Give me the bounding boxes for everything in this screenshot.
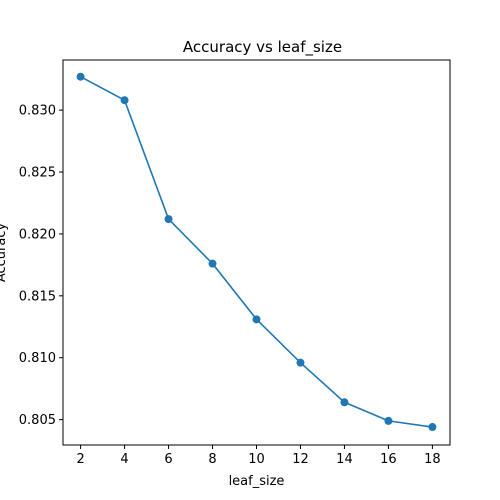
x-tick-label: 12 bbox=[292, 452, 309, 467]
x-tick-label: 10 bbox=[248, 452, 265, 467]
data-point bbox=[120, 96, 129, 105]
y-tick-label: 0.805 bbox=[19, 413, 56, 428]
plot-frame bbox=[62, 59, 451, 446]
y-axis: 0.805 0.810 0.815 0.820 0.825 0.830 bbox=[19, 104, 63, 428]
data-point bbox=[208, 259, 217, 268]
data-point bbox=[296, 358, 305, 367]
x-axis-label: leaf_size bbox=[229, 474, 285, 489]
y-tick-label: 0.810 bbox=[19, 351, 56, 366]
chart-title: Accuracy vs leaf_size bbox=[183, 38, 342, 57]
data-point bbox=[76, 72, 85, 81]
data-point bbox=[428, 423, 437, 432]
y-axis-label: Accuracy bbox=[0, 223, 9, 283]
data-point bbox=[164, 215, 173, 224]
data-point bbox=[252, 315, 261, 324]
data-point bbox=[384, 416, 393, 425]
x-tick-label: 8 bbox=[208, 452, 216, 467]
y-tick-label: 0.825 bbox=[19, 166, 56, 181]
y-tick-label: 0.815 bbox=[19, 289, 56, 304]
y-tick-label: 0.830 bbox=[19, 104, 56, 119]
x-tick-label: 16 bbox=[380, 452, 397, 467]
data-point bbox=[340, 398, 349, 407]
x-tick-label: 2 bbox=[76, 452, 84, 467]
series-line bbox=[80, 76, 433, 428]
series-layer bbox=[76, 72, 437, 432]
x-axis: 2 4 6 8 10 12 14 16 18 bbox=[76, 445, 441, 467]
x-tick-label: 4 bbox=[120, 452, 128, 467]
x-tick-label: 14 bbox=[336, 452, 353, 467]
x-tick-label: 6 bbox=[164, 452, 172, 467]
y-tick-label: 0.820 bbox=[19, 227, 56, 242]
x-tick-label: 18 bbox=[424, 452, 441, 467]
